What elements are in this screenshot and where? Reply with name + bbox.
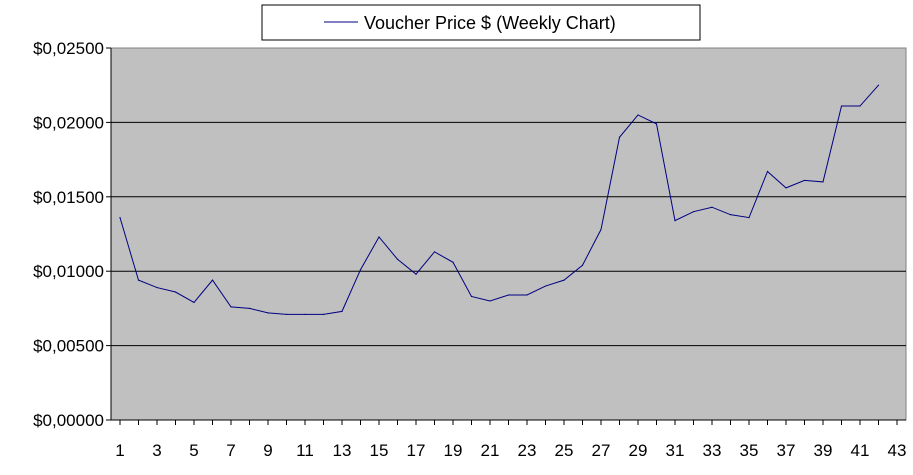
data-point bbox=[433, 251, 436, 253]
grid-lines bbox=[111, 121, 906, 347]
data-point bbox=[267, 312, 269, 314]
data-point bbox=[748, 217, 750, 219]
data-point bbox=[248, 307, 251, 309]
data-point bbox=[396, 258, 399, 260]
data-point bbox=[341, 310, 343, 312]
data-point bbox=[230, 306, 232, 308]
data-point bbox=[859, 105, 861, 107]
x-tick-label: 9 bbox=[263, 441, 272, 460]
data-point bbox=[452, 261, 454, 263]
data-point bbox=[470, 295, 473, 298]
data-point bbox=[119, 217, 121, 219]
x-tick-label: 33 bbox=[703, 441, 722, 460]
data-point bbox=[822, 181, 824, 183]
x-tick-label: 43 bbox=[888, 441, 907, 460]
data-point bbox=[507, 294, 510, 296]
data-point bbox=[415, 273, 417, 275]
data-point bbox=[304, 313, 306, 315]
x-tick-label: 29 bbox=[629, 441, 648, 460]
x-tick-label: 19 bbox=[444, 441, 463, 460]
data-point bbox=[600, 228, 602, 231]
data-point bbox=[877, 84, 880, 86]
data-point bbox=[840, 105, 843, 107]
data-point bbox=[674, 220, 676, 222]
data-point bbox=[174, 291, 177, 293]
data-point bbox=[156, 286, 158, 289]
data-point bbox=[785, 187, 787, 189]
y-axis: $0,00000 $0,00500 $0,01000 $0,01500 $0,02000… bbox=[33, 39, 112, 430]
x-tick-label: 17 bbox=[407, 441, 426, 460]
data-point bbox=[137, 279, 140, 281]
data-point bbox=[692, 211, 695, 213]
y-tick-label: $0,00000 bbox=[33, 411, 104, 430]
data-point bbox=[711, 206, 713, 208]
data-point bbox=[637, 114, 639, 116]
x-tick-label: 27 bbox=[592, 441, 611, 460]
data-point bbox=[803, 179, 806, 182]
data-point bbox=[655, 123, 658, 125]
data-point bbox=[359, 269, 362, 271]
data-point bbox=[526, 294, 528, 296]
x-tick-label: 31 bbox=[666, 441, 685, 460]
x-tick-label: 35 bbox=[740, 441, 759, 460]
x-tick-label: 1 bbox=[115, 441, 124, 460]
x-tick-label: 37 bbox=[777, 441, 796, 460]
data-point bbox=[563, 279, 565, 281]
series-layer bbox=[119, 84, 880, 315]
legend: Voucher Price $ (Weekly Chart) bbox=[261, 4, 701, 41]
x-tick-label: 13 bbox=[333, 441, 352, 460]
data-point bbox=[729, 214, 732, 216]
x-tick-label: 25 bbox=[555, 441, 574, 460]
data-point bbox=[544, 285, 547, 287]
y-tick-label: $0,01000 bbox=[33, 262, 104, 281]
y-tick-label: $0,02000 bbox=[33, 113, 104, 132]
x-tick-label: 15 bbox=[370, 441, 389, 460]
x-tick-label: 5 bbox=[189, 441, 198, 460]
data-point bbox=[378, 236, 380, 238]
series-line bbox=[119, 84, 879, 315]
y-tick-label: $0,01500 bbox=[33, 188, 104, 207]
x-tick-label: 11 bbox=[296, 441, 314, 460]
data-point bbox=[766, 170, 769, 173]
legend-label: Voucher Price $ (Weekly Chart) bbox=[364, 13, 616, 33]
plot-area bbox=[110, 47, 907, 421]
data-point bbox=[211, 279, 214, 281]
data-point bbox=[618, 136, 621, 138]
data-point bbox=[489, 300, 491, 302]
data-point bbox=[322, 313, 325, 315]
x-tick-label: 39 bbox=[814, 441, 833, 460]
data-point bbox=[193, 301, 195, 304]
x-tick-label: 3 bbox=[152, 441, 161, 460]
y-tick-label: $0,00500 bbox=[33, 337, 104, 356]
x-tick-label: 21 bbox=[481, 441, 500, 460]
x-tick-label: 41 bbox=[851, 441, 870, 460]
x-axis: 1 3 5 7 9 11 13 15 17 19 21 23 25 27 29 31 33 35 37 39 41 43 bbox=[111, 419, 907, 460]
x-tick-label: 23 bbox=[518, 441, 537, 460]
x-tick-label: 7 bbox=[226, 441, 235, 460]
data-point bbox=[581, 264, 584, 266]
y-tick-label: $0,02500 bbox=[33, 39, 104, 58]
data-point bbox=[285, 313, 288, 315]
